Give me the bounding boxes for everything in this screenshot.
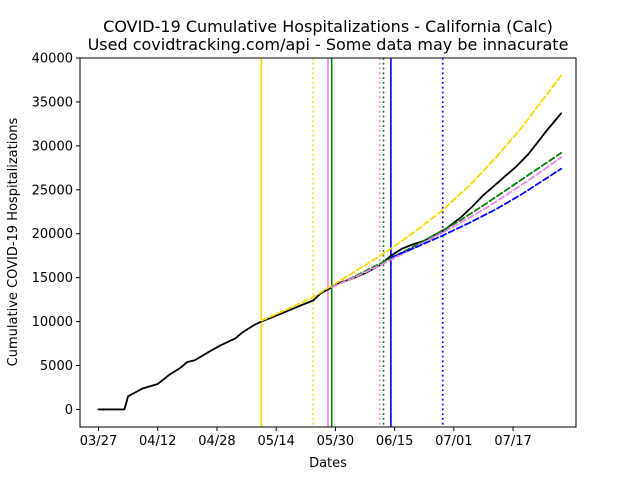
axes-frame	[79, 57, 577, 428]
y-tick-label: 5000	[40, 359, 73, 374]
projection-line-2	[330, 151, 563, 289]
projection-line-1	[260, 74, 563, 322]
y-tick-label: 25000	[32, 183, 73, 198]
x-axis-label: Dates	[309, 456, 347, 471]
projection-line-3	[330, 156, 563, 289]
series-lines	[97, 74, 563, 411]
x-tick-label: 05/14	[257, 434, 294, 449]
y-axis-label: Cumulative COVID-19 Hospitalizations	[6, 117, 21, 366]
x-tick-label: 07/01	[435, 434, 472, 449]
projection-line-4	[390, 167, 563, 259]
y-tick-label: 20000	[32, 227, 73, 242]
y-tick-label: 40000	[32, 52, 73, 67]
y-tick-label: 15000	[32, 271, 73, 286]
x-tick-label: 07/17	[494, 434, 531, 449]
x-tick-label: 03/27	[80, 434, 117, 449]
plot-area	[97, 58, 563, 427]
x-tick-label: 04/28	[198, 434, 235, 449]
y-tick-label: 35000	[32, 95, 73, 110]
x-tick-label: 06/15	[376, 434, 413, 449]
y-tick-label: 0	[65, 403, 73, 418]
y-axis: 0 5000 10000 15000 20000 25000 30000 35000 40000	[32, 52, 80, 418]
x-tick-label: 05/30	[317, 434, 354, 449]
x-axis: 03/27 04/12 04/28 05/14 05/30 06/15 07/01 07/17	[80, 427, 532, 449]
chart-subtitle: Used covidtracking.com/api - Some data m…	[88, 35, 569, 54]
y-tick-label: 10000	[32, 315, 73, 330]
y-tick-label: 30000	[32, 139, 73, 154]
chart-title: COVID-19 Cumulative Hospitalizations - C…	[103, 17, 553, 36]
vertical-markers	[260, 58, 444, 427]
x-tick-label: 04/12	[139, 434, 176, 449]
